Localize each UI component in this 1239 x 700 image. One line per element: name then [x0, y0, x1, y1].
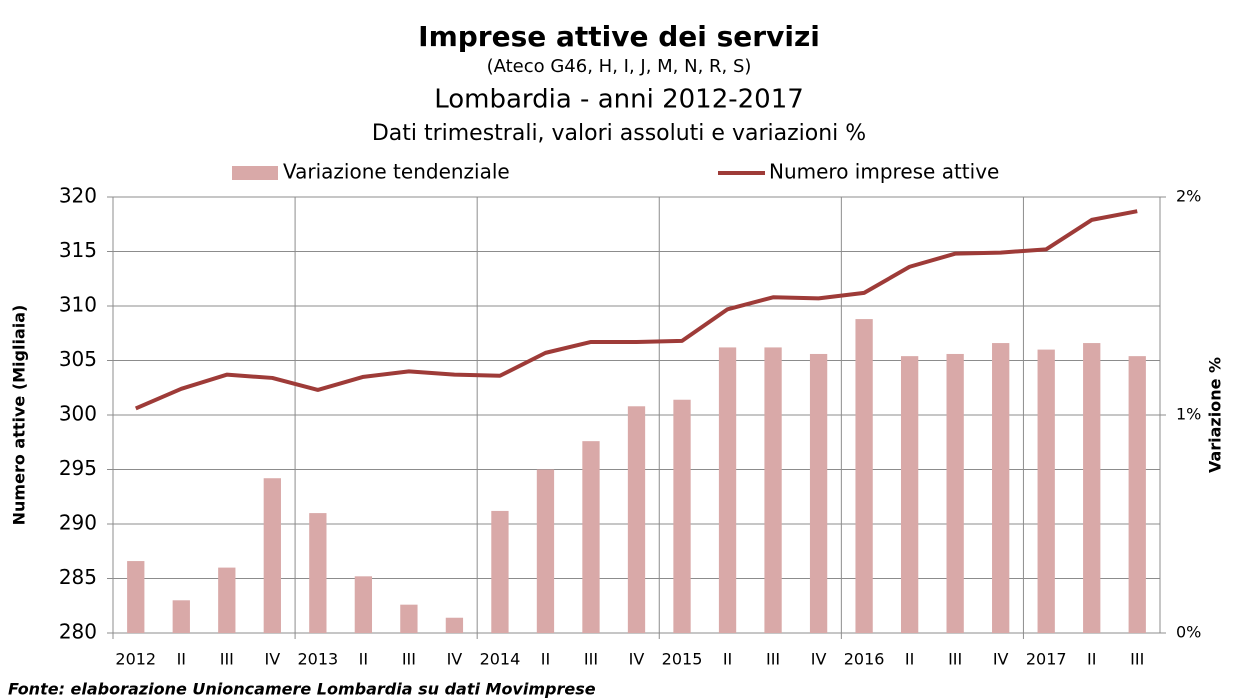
y-tick-label: 320: [59, 184, 97, 208]
y-tick-label: 300: [59, 402, 97, 426]
bar: [627, 406, 646, 633]
y-tick-label: 305: [59, 347, 97, 371]
bar: [992, 343, 1010, 633]
bar: [673, 399, 691, 633]
bar: [218, 567, 236, 633]
x-tick-label: 2016: [844, 650, 885, 669]
bar: [946, 353, 964, 633]
bar: [491, 510, 509, 633]
x-tick-label: III: [220, 650, 234, 669]
bar: [855, 319, 873, 633]
chart-subtitle: Lombardia - anni 2012-2017: [434, 85, 804, 115]
bar: [172, 600, 190, 633]
x-tick-label: III: [766, 650, 780, 669]
x-tick-label: II: [177, 650, 186, 669]
bar: [400, 604, 418, 633]
source-note: Fonte: elaborazione Unioncamere Lombardi…: [8, 680, 596, 699]
x-tick-label: IV: [993, 650, 1009, 669]
bar: [582, 441, 600, 633]
y-tick-label: 280: [59, 620, 97, 644]
x-tick-label: III: [948, 650, 962, 669]
x-tick-label: III: [584, 650, 598, 669]
line: [134, 209, 1138, 411]
y-tick-label: 290: [59, 511, 97, 535]
bar: [1128, 356, 1146, 633]
y-axis-label: Numero attive (Migliaia): [10, 305, 29, 526]
legend-swatch: [232, 166, 278, 180]
bar: [445, 617, 464, 633]
x-tick-label: IV: [264, 650, 280, 669]
bar: [718, 347, 737, 633]
bar: [309, 513, 327, 633]
legend-label: Numero imprese attive: [769, 160, 999, 184]
x-tick-label: IV: [811, 650, 827, 669]
x-tick-label: IV: [629, 650, 645, 669]
chart-title: Imprese attive dei servizi: [418, 20, 820, 53]
bar: [1083, 343, 1101, 633]
x-tick-label: IV: [447, 650, 463, 669]
x-tick-label: II: [1087, 650, 1096, 669]
bar: [354, 576, 373, 633]
y2-axis-label: Variazione %: [1206, 357, 1225, 473]
bar: [127, 561, 145, 633]
x-tick-label: II: [905, 650, 914, 669]
bar: [764, 347, 782, 633]
x-tick-label: II: [723, 650, 732, 669]
y-tick-label: 310: [59, 293, 97, 317]
y2-tick-label: 0%: [1176, 623, 1201, 642]
bar: [536, 469, 555, 633]
y2-tick-label: 2%: [1176, 187, 1201, 206]
bar: [900, 356, 919, 633]
x-tick-label: 2014: [480, 650, 521, 669]
y-tick-label: 315: [59, 238, 97, 262]
bar: [263, 478, 281, 633]
x-tick-label: 2015: [662, 650, 703, 669]
bar: [809, 353, 828, 633]
y-tick-label: 285: [59, 565, 97, 589]
legend-label: Variazione tendenziale: [283, 160, 510, 184]
x-tick-label: 2017: [1026, 650, 1067, 669]
bar: [1037, 349, 1055, 633]
chart-subtitle: (Ateco G46, H, I, J, M, N, R, S): [487, 56, 752, 77]
y-tick-label: 295: [59, 456, 97, 480]
x-tick-label: II: [359, 650, 368, 669]
x-tick-label: III: [402, 650, 416, 669]
x-tick-label: 2012: [115, 650, 156, 669]
x-tick-label: III: [1130, 650, 1144, 669]
x-tick-label: II: [541, 650, 550, 669]
x-tick-label: 2013: [297, 650, 338, 669]
y2-tick-label: 1%: [1176, 405, 1201, 424]
chart-subtitle: Dati trimestrali, valori assoluti e vari…: [372, 121, 866, 146]
